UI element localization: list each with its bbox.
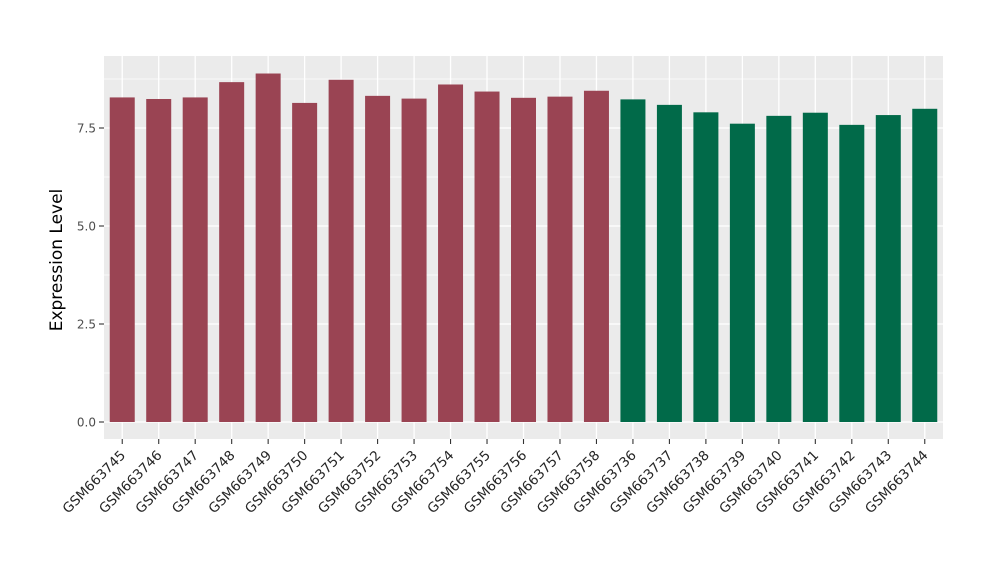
bar-GSM663737 [656, 104, 682, 422]
bar-GSM663742 [839, 124, 865, 422]
bar-GSM663757 [547, 96, 573, 422]
bar-GSM663754 [438, 84, 464, 422]
bar-GSM663745 [109, 97, 135, 422]
bar-GSM663749 [255, 73, 281, 423]
y-tick-label: 0.0 [77, 416, 96, 430]
bar-GSM663748 [219, 82, 245, 423]
bar-GSM663739 [729, 123, 755, 423]
bar-GSM663743 [875, 115, 901, 423]
bar-GSM663744 [912, 108, 938, 423]
bar-GSM663755 [474, 91, 500, 422]
bar-GSM663752 [365, 95, 391, 422]
bar-GSM663747 [182, 97, 208, 422]
bar-GSM663741 [802, 112, 828, 422]
bar-GSM663756 [511, 97, 536, 422]
y-axis-title: Expression Level [47, 189, 67, 332]
bar-GSM663758 [583, 90, 609, 422]
bar-GSM663740 [766, 115, 792, 423]
bar-GSM663751 [328, 79, 354, 422]
bar-GSM663750 [292, 102, 318, 423]
bar-GSM663753 [401, 98, 427, 422]
bar-GSM663746 [146, 98, 172, 422]
plot-panel: 0.02.55.07.5GSM663745GSM663746GSM663747G… [60, 56, 943, 517]
y-tick-label: 5.0 [77, 220, 96, 234]
bar-GSM663738 [693, 112, 719, 422]
y-tick-label: 2.5 [77, 318, 96, 332]
bar-GSM663736 [620, 99, 646, 422]
y-tick-label: 7.5 [77, 122, 96, 136]
